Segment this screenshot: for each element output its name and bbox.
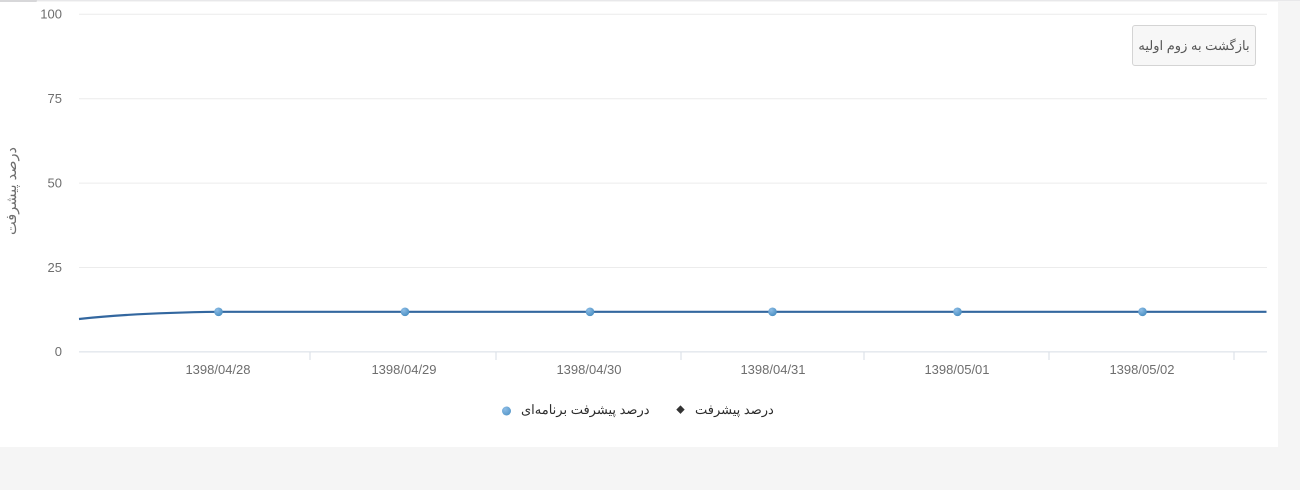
svg-text:75: 75 [48,91,62,106]
svg-text:50: 50 [48,176,62,191]
svg-text:1398/05/02: 1398/05/02 [1109,362,1174,377]
svg-text:1398/04/28: 1398/04/28 [185,362,250,377]
svg-text:1398/04/30: 1398/04/30 [556,362,621,377]
svg-text:25: 25 [48,260,62,275]
svg-text:1398/04/31: 1398/04/31 [740,362,805,377]
svg-text:0: 0 [55,344,62,359]
svg-text:1398/05/01: 1398/05/01 [924,362,989,377]
svg-text:1398/04/29: 1398/04/29 [371,362,436,377]
svg-text:100: 100 [40,7,62,22]
